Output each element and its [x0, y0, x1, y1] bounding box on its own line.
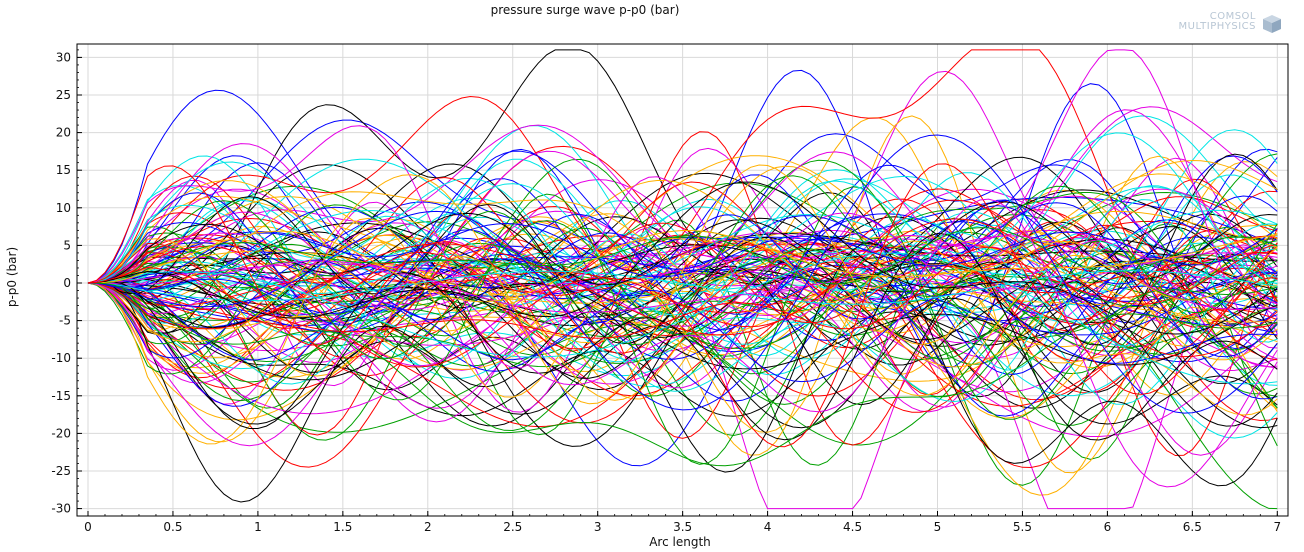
- series-line: [87, 223, 1278, 486]
- series-line: [87, 109, 1278, 305]
- y-tick-label: 0: [63, 276, 71, 290]
- y-tick-label: 15: [56, 163, 71, 177]
- series-line: [87, 232, 1278, 441]
- series-line: [87, 153, 1278, 375]
- series-line: [87, 164, 1278, 315]
- y-tick-label: 25: [56, 88, 71, 102]
- cube-icon: [1263, 15, 1281, 33]
- y-tick-label: -5: [59, 314, 71, 328]
- logo-text-line2: MULTIPHYSICS: [1178, 21, 1256, 32]
- x-tick-label: 5: [934, 520, 942, 534]
- series-line: [88, 227, 1278, 285]
- series-line: [87, 150, 1278, 358]
- series-line: [87, 198, 1278, 488]
- series-line: [87, 119, 1278, 284]
- series-line: [87, 201, 1278, 286]
- series-line: [87, 175, 1278, 360]
- y-tick-label: -15: [51, 389, 71, 403]
- series-lines: [87, 49, 1278, 510]
- series-line: [87, 156, 1278, 320]
- series-line: [87, 172, 1278, 293]
- y-tick-label: -20: [51, 426, 71, 440]
- series-line: [87, 188, 1278, 344]
- series-line: [87, 163, 1278, 448]
- series-line: [88, 241, 1278, 503]
- comsol-logo: COMSOL MULTIPHYSICS: [1168, 12, 1286, 36]
- series-line: [87, 246, 1278, 393]
- y-axis-label: p-p0 (bar): [5, 246, 19, 308]
- series-line: [87, 258, 1278, 401]
- y-tick-label: 10: [56, 201, 71, 215]
- series-line: [87, 49, 1278, 369]
- y-tick-label: 5: [63, 238, 71, 252]
- series-line: [87, 180, 1278, 332]
- series-line: [87, 181, 1278, 335]
- chart-title: pressure surge wave p-p0 (bar): [490, 3, 680, 17]
- series-line: [88, 227, 1278, 447]
- x-tick-label: 6.5: [1183, 520, 1202, 534]
- series-line: [87, 217, 1278, 466]
- x-tick-label: 3: [594, 520, 602, 534]
- series-line: [87, 213, 1278, 334]
- series-line: [87, 186, 1278, 465]
- logo-text-line1: COMSOL: [1209, 11, 1256, 22]
- x-tick-label: 4.5: [843, 520, 862, 534]
- x-tick-label: 6: [1104, 520, 1112, 534]
- series-line: [87, 164, 1278, 301]
- series-line: [87, 161, 1278, 496]
- series-line: [87, 230, 1278, 303]
- series-line: [87, 115, 1278, 474]
- x-tick-label: 3.5: [673, 520, 692, 534]
- x-axis-label: Arc length: [649, 535, 711, 549]
- x-tick-label: 1.5: [333, 520, 352, 534]
- series-line: [87, 218, 1278, 358]
- series-line: [87, 267, 1278, 456]
- series-line: [87, 134, 1278, 414]
- series-line: [87, 235, 1278, 313]
- series-line: [87, 89, 1278, 467]
- series-line: [87, 279, 1278, 383]
- series-line: [87, 253, 1278, 360]
- y-tick-label: 20: [56, 126, 71, 140]
- y-tick-label: -10: [51, 351, 71, 365]
- y-tick-label: -30: [51, 502, 71, 516]
- series-line: [87, 238, 1278, 401]
- x-tick-label: 4: [764, 520, 772, 534]
- y-tick-label: 30: [56, 50, 71, 64]
- x-tick-label: 5.5: [1013, 520, 1032, 534]
- series-line: [87, 192, 1278, 326]
- series-line: [87, 165, 1278, 419]
- x-tick-label: 2: [424, 520, 432, 534]
- series-line: [87, 49, 1278, 328]
- series-line: [87, 222, 1278, 329]
- x-tick-label: 0: [84, 520, 92, 534]
- series-line: [87, 182, 1278, 286]
- series-line: [87, 246, 1278, 395]
- series-line: [87, 282, 1278, 467]
- series-line: [87, 230, 1278, 369]
- x-tick-label: 7: [1273, 520, 1281, 534]
- series-line: [87, 235, 1278, 323]
- series-line: [87, 155, 1278, 348]
- x-tick-label: 2.5: [503, 520, 522, 534]
- series-line: [87, 222, 1278, 288]
- series-line: [87, 245, 1278, 397]
- y-tick-label: -25: [51, 464, 71, 478]
- axes: 0 0.5 1 1.5 2 2.5 3 3.5 4 4.5 5 5.5 6 6.5 7 30 25 20 15 10 5…: [51, 43, 1289, 534]
- series-line: [87, 209, 1278, 292]
- x-tick-label: 0.5: [163, 520, 182, 534]
- x-tick-label: 1: [254, 520, 262, 534]
- series-line: [87, 270, 1278, 305]
- series-line: [87, 220, 1278, 457]
- series-line: [87, 177, 1278, 403]
- series-line: [88, 282, 1278, 432]
- series-line: [87, 164, 1278, 405]
- series-line: [87, 199, 1278, 368]
- series-line: [87, 282, 1278, 364]
